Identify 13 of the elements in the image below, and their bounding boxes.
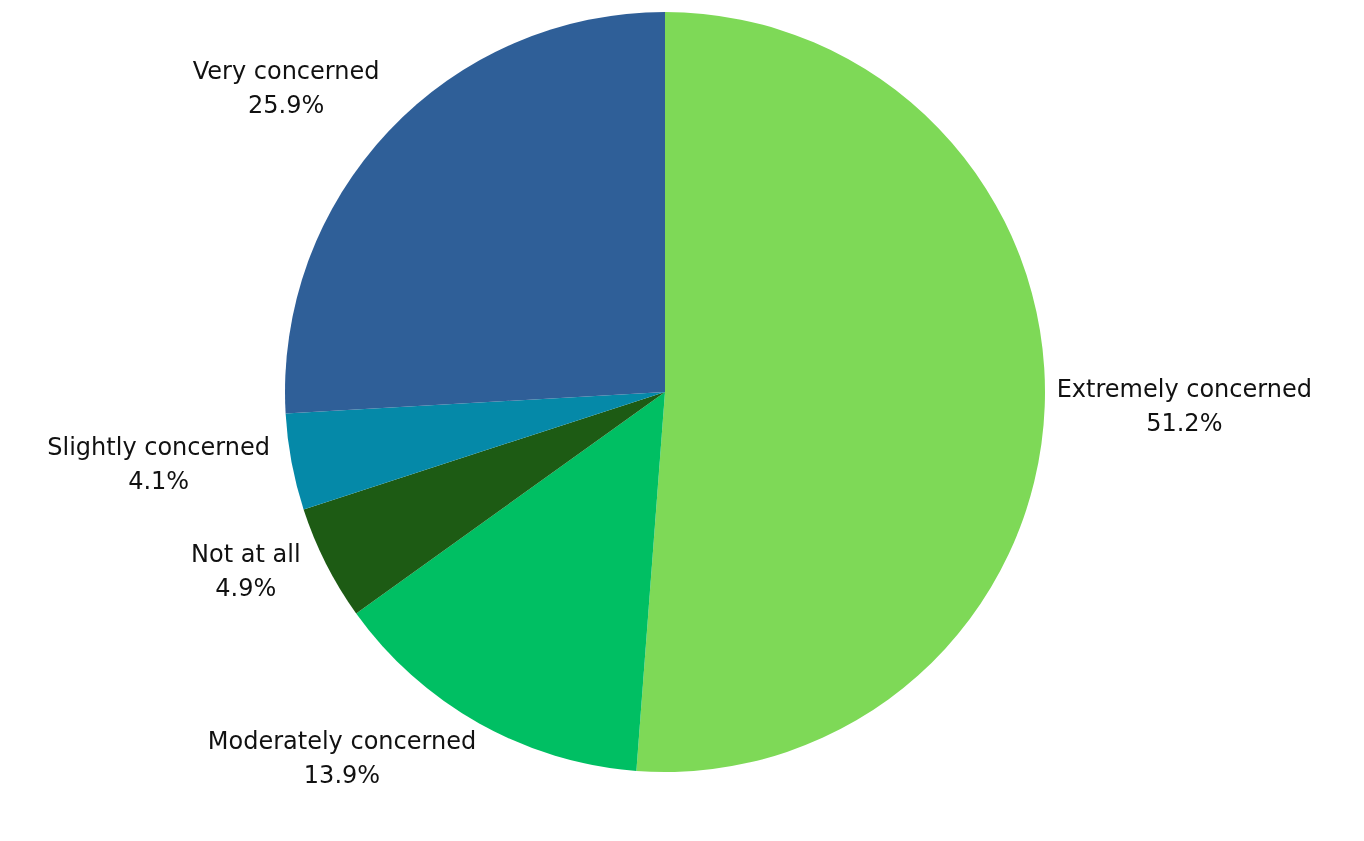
- data-label: 51.2%: [1146, 409, 1223, 437]
- data-label: 4.9%: [215, 573, 277, 602]
- slice-label: Slightly concerned: [47, 433, 270, 462]
- pie-slice: [285, 392, 665, 510]
- slice-label: Extremely concerned: [1056, 375, 1312, 403]
- data-label: 4.1%: [128, 467, 190, 496]
- pie-slice: [303, 392, 665, 614]
- slice-label: Very concerned: [192, 56, 380, 85]
- slice-label: Moderately concerned: [207, 726, 477, 755]
- data-label: 25.9%: [248, 90, 325, 119]
- data-label: 13.9%: [303, 760, 381, 789]
- slice-label: Not at all: [191, 539, 301, 568]
- pie-slice: [636, 12, 1045, 772]
